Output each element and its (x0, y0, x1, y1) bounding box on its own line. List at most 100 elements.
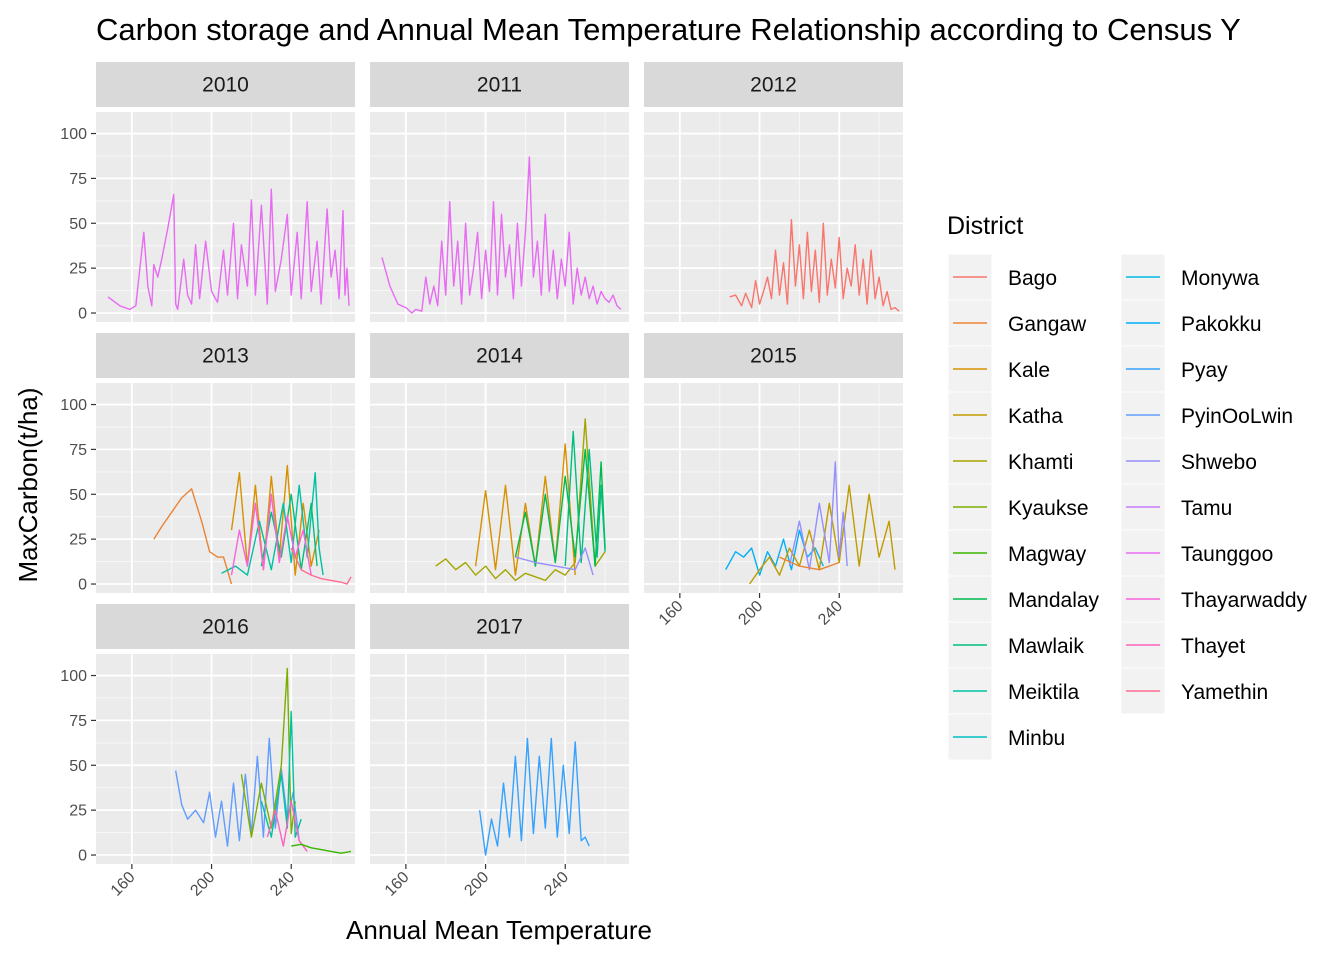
series-line-meiktila (221, 472, 324, 576)
x-tick-label: 200 (461, 869, 492, 900)
facet-strip-label: 2015 (750, 345, 797, 368)
legend-item-kyaukse: Kyaukse (947, 483, 1089, 531)
legend-item-pakokku: Pakokku (1120, 299, 1262, 347)
y-tick-label: 0 (78, 577, 87, 594)
x-tick-label: 160 (656, 598, 687, 629)
legend-label: Monywa (1181, 267, 1260, 290)
series-line-meiktila (260, 710, 302, 838)
legend-label: Pakokku (1181, 313, 1262, 336)
x-tick-label: 160 (108, 869, 139, 900)
legend-label: Thayet (1181, 635, 1245, 658)
facet-panel-2015: 2015 160 200 240 (644, 333, 903, 629)
y-tick-label: 0 (78, 848, 87, 865)
legend-label: Kale (1008, 359, 1050, 382)
y-axis-title: MaxCarbon(t/ha) (13, 387, 43, 582)
facet-strip-label: 2012 (750, 74, 797, 97)
y-tick-label: 0 (78, 306, 87, 323)
y-tick-label: 100 (60, 397, 87, 414)
facet-strip (96, 604, 355, 649)
facet-strip (370, 62, 629, 107)
facet-strip (96, 62, 355, 107)
x-tick-label: 240 (267, 869, 298, 900)
facet-panel-2010: 2010 0 25 50 75 100 (60, 62, 355, 323)
legend-label: Meiktila (1008, 681, 1080, 704)
legend-item-meiktila: Meiktila (947, 667, 1080, 715)
legend-item-kale: Kale (947, 345, 1050, 393)
plot-background (370, 112, 629, 322)
y-tick-label: 50 (69, 487, 87, 504)
series-line-pyay (478, 737, 590, 856)
legend-label: Kyaukse (1008, 497, 1089, 520)
facet-strip (370, 604, 629, 649)
series-line-bago (729, 218, 900, 312)
legend-item-bago: Bago (947, 253, 1057, 301)
y-tick-label: 25 (69, 261, 87, 278)
legend-label: Gangaw (1008, 313, 1087, 336)
facet-strip (644, 62, 903, 107)
series-line-thayet (266, 800, 308, 852)
plot-background (96, 383, 355, 593)
series-group (478, 737, 590, 856)
legend-label: Katha (1008, 405, 1063, 428)
series-group (435, 418, 606, 582)
x-tick-label: 160 (382, 869, 413, 900)
facet-panel-2011: 2011 (370, 62, 629, 322)
y-tick-label: 75 (69, 713, 87, 730)
legend-item-yamethin: Yamethin (1120, 667, 1268, 715)
legend-label: Magway (1008, 543, 1087, 566)
facet-panel-2017: 2017 160 200 240 (370, 604, 629, 900)
legend-item-taunggoo: Taunggoo (1120, 529, 1273, 577)
legend-item-mandalay: Mandalay (947, 575, 1100, 623)
series-line-thayarwaddy (230, 493, 312, 576)
legend-item-shwebo: Shwebo (1120, 437, 1257, 485)
facet-strip-label: 2017 (476, 616, 523, 639)
legend-label: Tamu (1181, 497, 1232, 520)
legend-item-khamti: Khamti (947, 437, 1073, 485)
legend-label: Pyay (1181, 359, 1228, 382)
legend-label: Minbu (1008, 727, 1065, 750)
series-line-kale (230, 464, 320, 576)
facet-strip-label: 2014 (476, 345, 523, 368)
legend-item-tamu: Tamu (1120, 483, 1232, 531)
legend-label: Mawlaik (1008, 635, 1084, 658)
legend-item-magway: Magway (947, 529, 1087, 577)
series-line-mawlaik (564, 430, 606, 567)
facet-strip-label: 2011 (477, 74, 522, 97)
x-tick-label: 200 (187, 869, 218, 900)
series-line-shwebo (515, 547, 594, 576)
series-line-mawlaik (260, 493, 318, 571)
facet-panel-2016: 2016 0 25 50 75 100 160 200 240 (60, 604, 355, 900)
legend-label: Bago (1008, 267, 1057, 290)
series-group (107, 188, 350, 311)
series-line-magway (291, 843, 352, 854)
legend: District Bago Gangaw Kale Katha Khamti Kyauks… (947, 212, 1308, 761)
facet-strip (644, 333, 903, 378)
y-tick-label: 75 (69, 442, 87, 459)
series-line-taunggoo (381, 156, 622, 314)
y-tick-label: 75 (69, 171, 87, 188)
series-group (175, 667, 352, 854)
legend-item-pyinoolwin: PyinOoLwin (1120, 391, 1293, 439)
legend-item-pyay: Pyay (1120, 345, 1228, 393)
legend-item-minbu: Minbu (947, 713, 1065, 761)
legend-label: Thayarwaddy (1181, 589, 1308, 612)
series-line-gangaw (153, 488, 233, 585)
legend-label: Yamethin (1181, 681, 1268, 704)
y-tick-label: 50 (69, 216, 87, 233)
legend-title: District (947, 212, 1023, 240)
x-tick-label: 200 (735, 598, 766, 629)
series-line-taunggoo (107, 188, 350, 311)
x-tick-label: 240 (815, 598, 846, 629)
x-axis-title: Annual Mean Temperature (346, 915, 652, 945)
series-group (729, 218, 900, 312)
facet-panel-2013: 2013 0 25 50 75 100 (60, 333, 355, 594)
facet-strip-label: 2016 (202, 616, 249, 639)
y-tick-label: 100 (60, 126, 87, 143)
legend-label: Shwebo (1181, 451, 1257, 474)
legend-label: Mandalay (1008, 589, 1100, 612)
y-tick-label: 25 (69, 803, 87, 820)
y-tick-label: 100 (60, 668, 87, 685)
series-group (725, 461, 896, 585)
legend-label: Khamti (1008, 451, 1073, 474)
